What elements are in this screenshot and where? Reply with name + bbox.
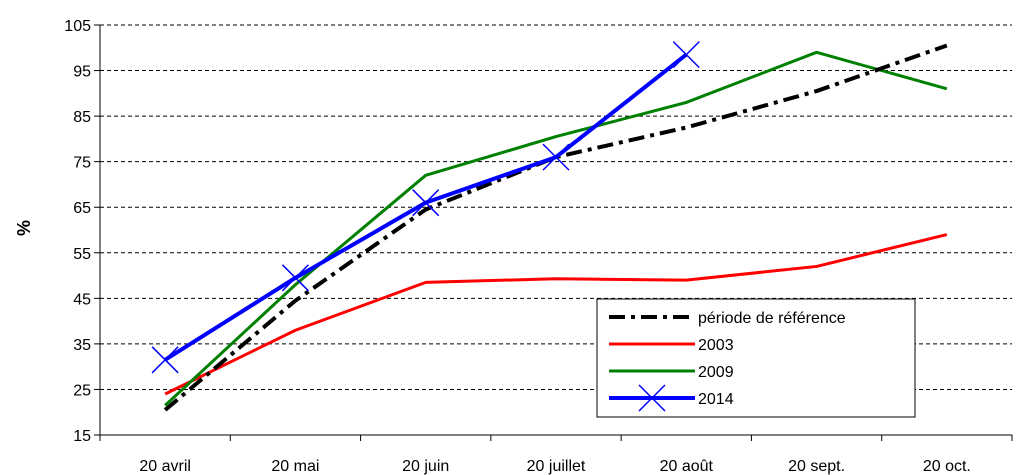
series-reference-period: [163, 43, 948, 412]
y-tick-label: 85: [73, 109, 91, 126]
y-tick-label: 15: [73, 428, 91, 445]
x-tick-labels: 20 avril 20 mai 20 juin 20 juillet 20 août 20…: [139, 458, 971, 475]
series-line: [164, 233, 948, 396]
x-tick-label: 20 oct.: [923, 458, 971, 475]
series-2014: [151, 41, 700, 374]
legend-label: 2014: [698, 391, 734, 408]
series-line: [164, 50, 948, 407]
x-tick-label: 20 juin: [402, 458, 449, 475]
x-tick-label: 20 avril: [139, 458, 191, 475]
y-tick-label: 45: [73, 291, 91, 308]
y-tick-label: 65: [73, 200, 91, 217]
x-tick-label: 20 juillet: [527, 458, 586, 475]
y-tick-label: 95: [73, 64, 91, 81]
axes: [94, 24, 1013, 441]
y-axis-label: %: [14, 220, 34, 236]
y-tick-label: 25: [73, 382, 91, 399]
x-marker: [638, 384, 666, 412]
x-marker: [412, 189, 440, 217]
legend: période de référence 2003 2009 2014: [596, 298, 916, 418]
legend-label: 2003: [698, 337, 734, 354]
x-marker: [151, 346, 179, 374]
y-tick-label: 75: [73, 155, 91, 172]
y-tick-labels: 15 25 35 45 55 65 75 85 95 105: [64, 18, 91, 445]
x-tick-label: 20 sept.: [788, 458, 845, 475]
y-tick-label: 35: [73, 337, 91, 354]
x-tick-label: 20 mai: [271, 458, 319, 475]
x-marker: [281, 264, 309, 292]
series-2009: [164, 50, 948, 407]
series-lines: [151, 41, 948, 412]
legend-label: période de référence: [698, 310, 846, 327]
x-marker: [542, 143, 570, 171]
x-marker: [672, 41, 700, 69]
series-2003: [164, 233, 948, 396]
y-tick-label: 55: [73, 246, 91, 263]
series-line: [163, 43, 948, 412]
y-tick-label: 105: [64, 18, 91, 35]
x-tick-label: 20 août: [660, 458, 714, 475]
legend-label: 2009: [698, 364, 734, 381]
